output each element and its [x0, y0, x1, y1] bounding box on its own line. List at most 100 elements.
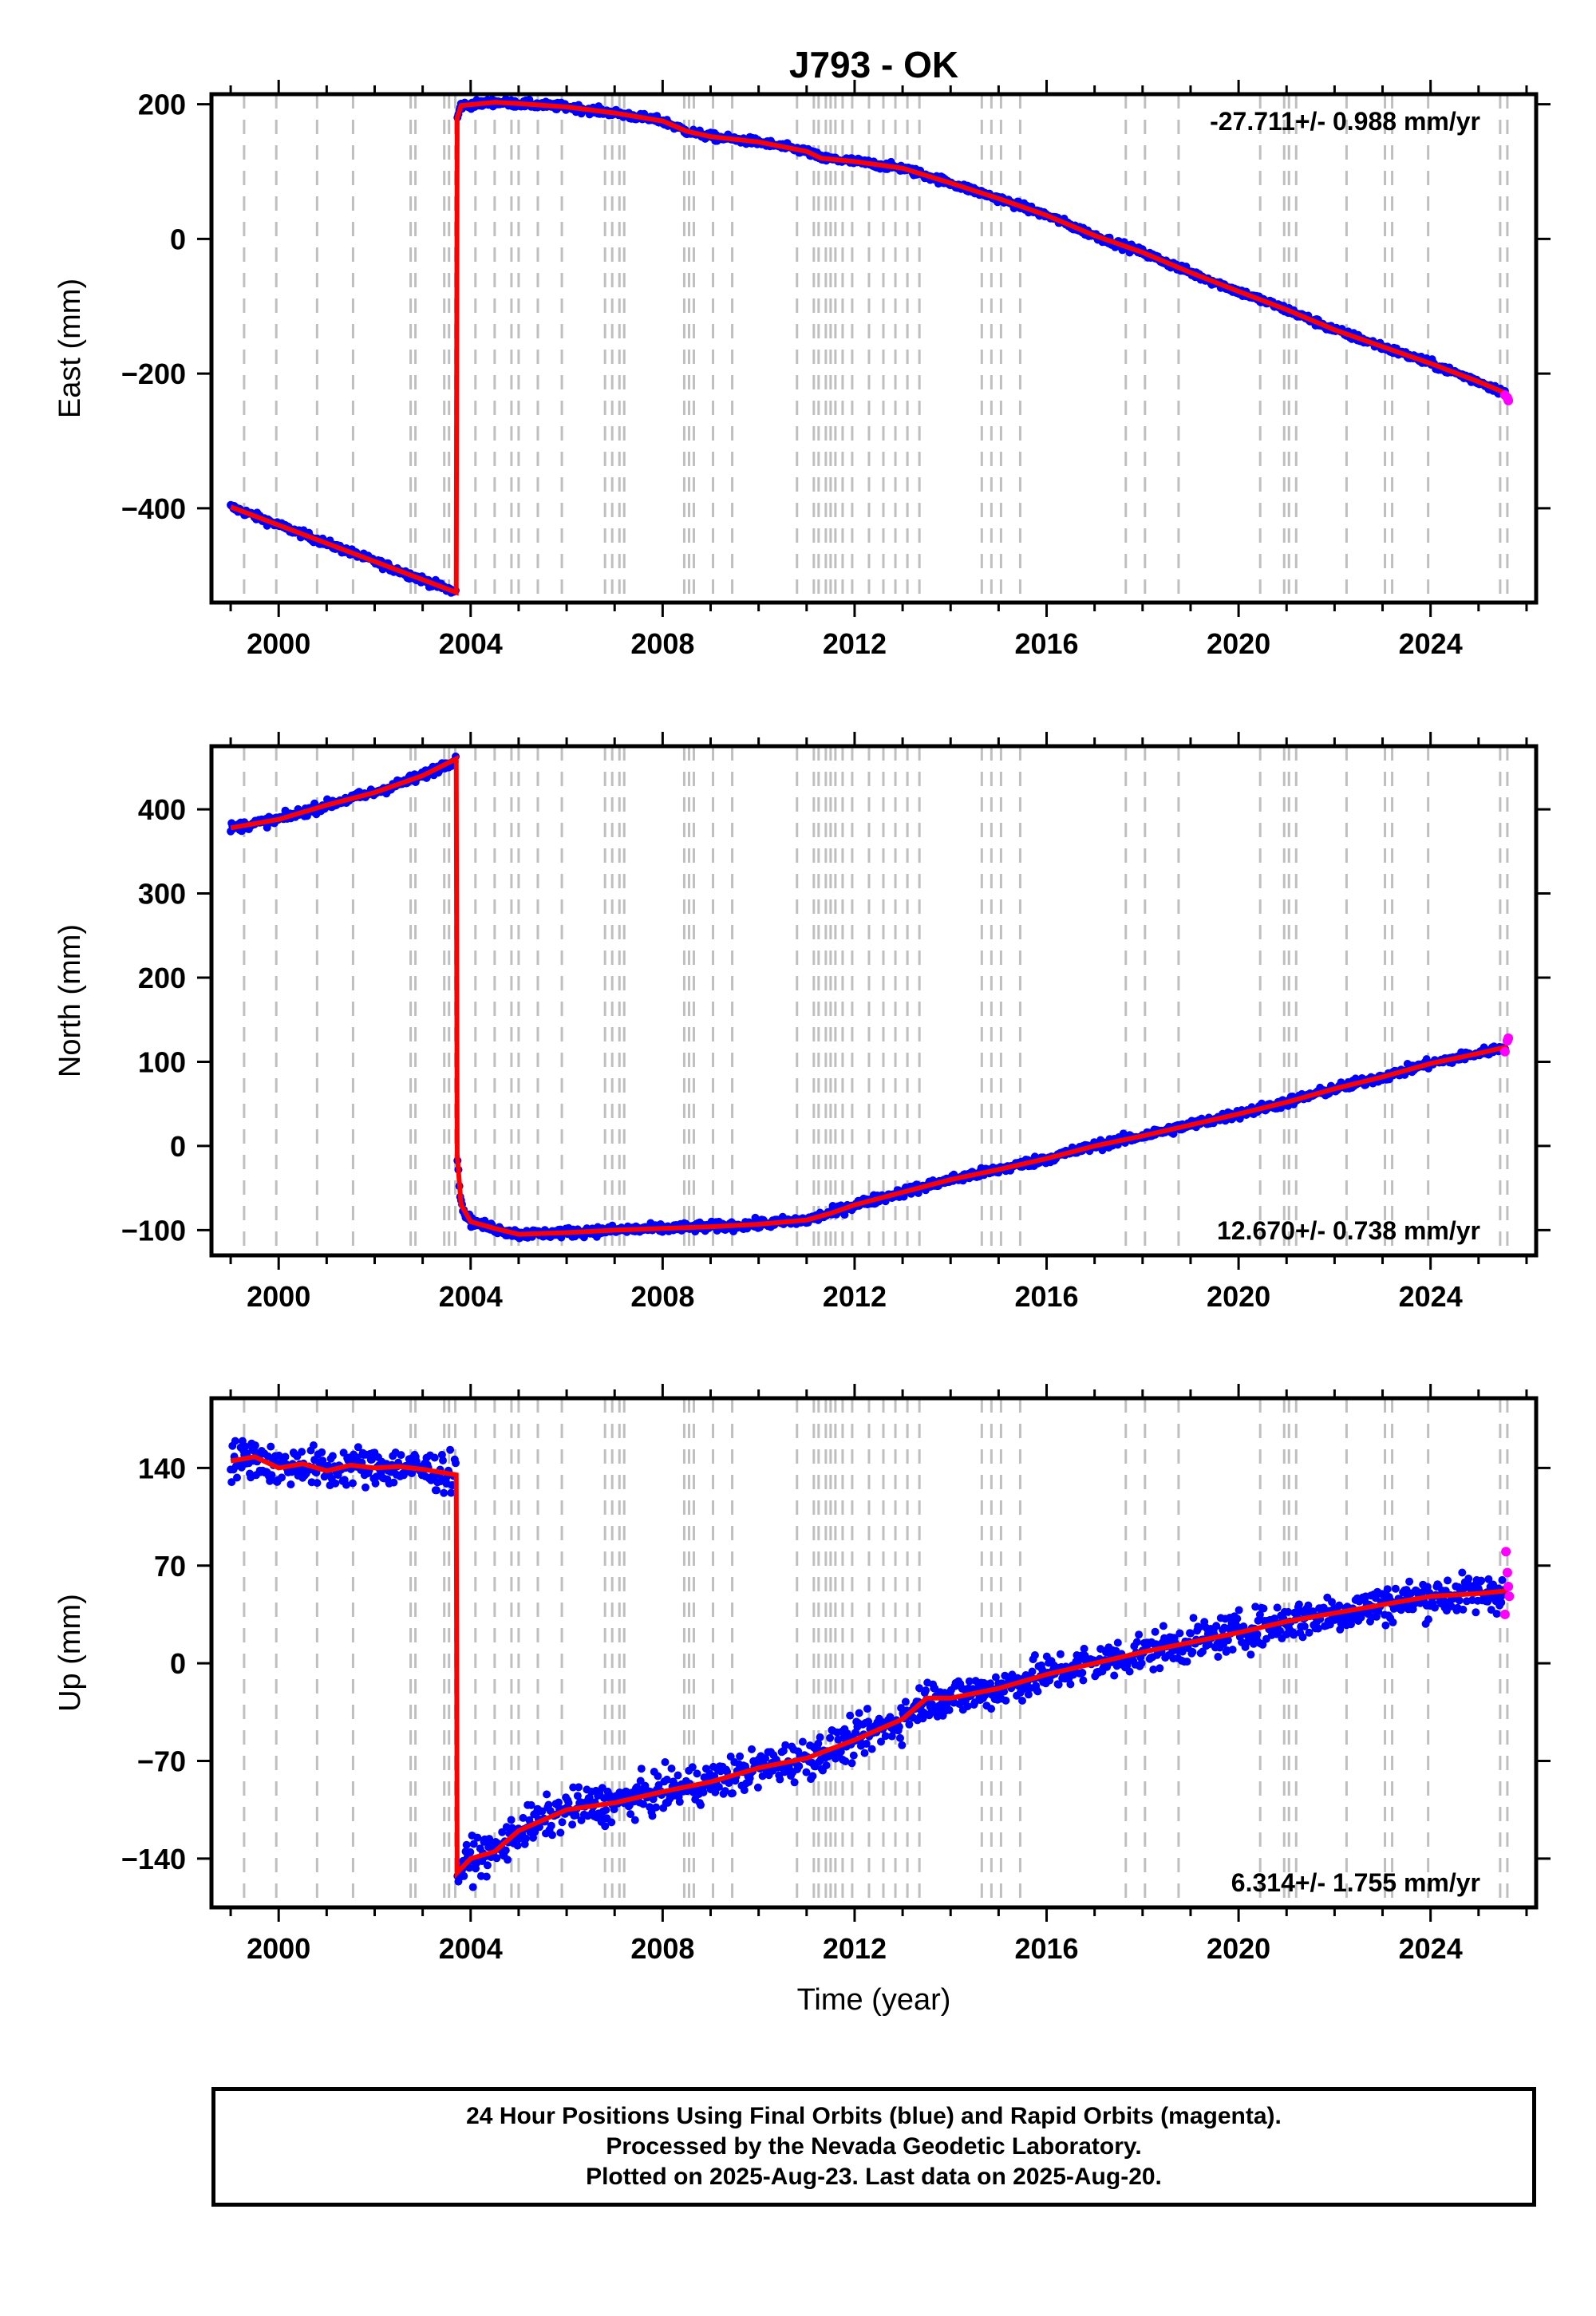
data-point: [507, 1816, 516, 1824]
rapid-orbit-point: [1499, 1046, 1510, 1057]
rapid-orbit-point: [1499, 1609, 1510, 1619]
data-point: [776, 1775, 784, 1784]
data-point: [353, 1453, 361, 1462]
data-point: [558, 1818, 567, 1827]
data-point: [430, 1453, 439, 1462]
data-point: [548, 1831, 556, 1840]
data-point: [1212, 1622, 1221, 1630]
data-point: [1484, 1575, 1493, 1583]
data-point: [1458, 1568, 1467, 1577]
data-point: [1253, 1630, 1262, 1638]
data-point: [841, 1757, 850, 1765]
data-point: [699, 1788, 708, 1796]
data-point: [452, 1459, 460, 1468]
data-point: [498, 1828, 507, 1836]
data-point: [1024, 1690, 1033, 1699]
data-point: [626, 1810, 635, 1819]
data-point: [840, 1211, 849, 1219]
x-tick-label: 2016: [1014, 627, 1078, 660]
data-point: [371, 1479, 380, 1488]
rapid-orbit-point: [1503, 1033, 1514, 1043]
data-point: [895, 1722, 903, 1731]
data-point: [847, 1759, 856, 1768]
data-point: [1389, 1618, 1397, 1626]
data-point: [630, 1816, 639, 1824]
data-point: [281, 1452, 290, 1461]
data-point: [648, 1812, 657, 1820]
data-point: [637, 1765, 646, 1773]
data-point: [568, 1820, 577, 1829]
data-point: [556, 1828, 565, 1837]
data-point: [1455, 1596, 1464, 1605]
data-point: [513, 1841, 522, 1850]
data-point: [573, 1792, 582, 1800]
data-point: [901, 1697, 910, 1706]
data-point: [1066, 1680, 1075, 1689]
data-point: [408, 1469, 417, 1477]
data-point: [1246, 1650, 1255, 1659]
data-point: [1188, 1647, 1197, 1656]
data-point: [639, 1800, 648, 1808]
data-point: [318, 1448, 326, 1456]
data-point: [905, 1720, 914, 1729]
x-tick-label: 2008: [630, 1280, 694, 1313]
x-tick-label: 2024: [1399, 1280, 1463, 1313]
data-point: [675, 1797, 684, 1806]
data-point: [1151, 1627, 1159, 1636]
data-point: [231, 1437, 239, 1445]
data-point: [1054, 1680, 1063, 1689]
velocity-rate-label: 12.670+/- 0.738 mm/yr: [1217, 1216, 1480, 1245]
data-point: [1335, 1601, 1344, 1610]
data-point: [1199, 1647, 1207, 1656]
data-point: [867, 1745, 876, 1753]
data-point: [1304, 1601, 1313, 1610]
data-point: [286, 1480, 295, 1488]
data-point: [652, 1803, 661, 1812]
data-point: [241, 1442, 250, 1451]
data-point: [278, 1473, 286, 1482]
data-point: [1498, 1575, 1507, 1584]
x-tick-label: 2012: [823, 627, 887, 660]
y-tick-label: −100: [121, 1214, 186, 1247]
data-point: [1078, 1669, 1087, 1677]
x-tick-label: 2020: [1207, 1280, 1270, 1313]
data-point: [389, 1478, 398, 1487]
data-point: [826, 1733, 835, 1742]
data-point: [1204, 1640, 1213, 1649]
data-point: [896, 1733, 904, 1742]
data-point: [881, 1732, 890, 1741]
y-tick-label: 0: [170, 1130, 186, 1163]
data-point: [263, 1452, 272, 1460]
data-point: [1381, 1621, 1390, 1630]
data-point: [1431, 1603, 1439, 1612]
footer-line-processed-by: Processed by the Nevada Geodetic Laborat…: [606, 2133, 1142, 2160]
data-point: [836, 1747, 845, 1756]
rapid-orbit-point: [1501, 1547, 1511, 1557]
data-point: [667, 1765, 676, 1773]
rapid-orbit-point: [1504, 1591, 1515, 1602]
data-point: [1383, 1585, 1392, 1594]
data-point: [753, 1783, 762, 1792]
data-point: [963, 1702, 972, 1711]
data-point: [440, 1488, 448, 1497]
data-point: [1405, 1577, 1414, 1586]
data-point: [1472, 1608, 1480, 1617]
x-tick-label: 2008: [630, 1932, 694, 1965]
data-point: [1135, 1630, 1144, 1639]
y-tick-label: 140: [138, 1452, 186, 1484]
data-point: [790, 1778, 799, 1787]
data-point: [1336, 1625, 1345, 1634]
data-point: [397, 1451, 405, 1460]
data-point: [1056, 1650, 1065, 1658]
data-point: [714, 1783, 723, 1791]
data-point: [610, 1805, 618, 1814]
rapid-orbit-point: [1503, 1581, 1514, 1591]
data-point: [1258, 1640, 1267, 1649]
data-point: [1132, 1638, 1141, 1646]
rapid-orbit-point: [1502, 1567, 1512, 1578]
model-fit-line: [230, 100, 1509, 596]
data-point: [1328, 1598, 1336, 1607]
y-tick-label: 200: [138, 89, 186, 121]
data-point: [855, 1709, 863, 1717]
data-point: [468, 1883, 477, 1891]
